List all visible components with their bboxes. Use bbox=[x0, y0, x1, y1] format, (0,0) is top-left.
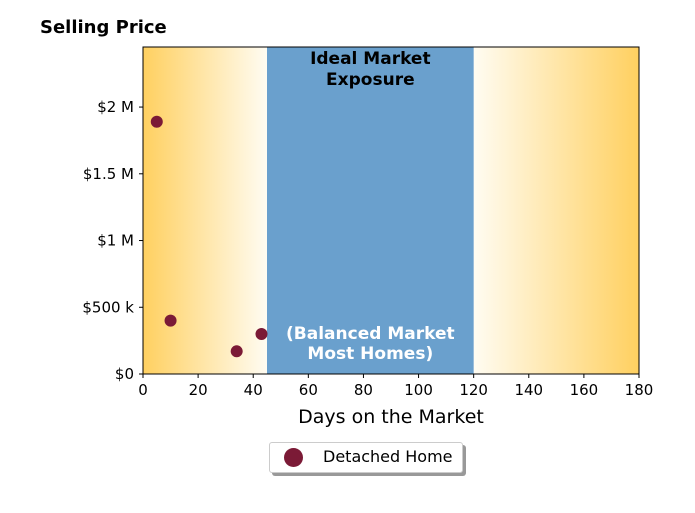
x-tick-label: 120 bbox=[459, 381, 488, 399]
x-tick-label: 100 bbox=[404, 381, 433, 399]
x-tick-label: 0 bbox=[138, 381, 148, 399]
band-title-line: Ideal Market bbox=[310, 49, 431, 69]
x-tick-label: 40 bbox=[244, 381, 263, 399]
left-gradient-region bbox=[143, 47, 267, 374]
plot-frame bbox=[142, 46, 640, 375]
legend-label-detached-home: Detached Home bbox=[323, 447, 453, 466]
x-tick-label: 180 bbox=[625, 381, 654, 399]
y-tick-label: $500 k bbox=[82, 298, 134, 316]
data-point-detached-home bbox=[150, 115, 163, 128]
data-point-detached-home bbox=[164, 314, 177, 327]
right-gradient-region bbox=[473, 47, 639, 374]
y-axis-title: Selling Price bbox=[40, 17, 167, 38]
legend-marker-detached-home bbox=[284, 448, 303, 467]
y-tick-label: $1 M bbox=[97, 232, 134, 250]
legend: Detached Home bbox=[269, 442, 463, 473]
band-subtitle-line: (Balanced Market bbox=[286, 324, 455, 344]
y-tick-label: $2 M bbox=[97, 98, 134, 116]
ideal-exposure-band bbox=[267, 47, 474, 374]
x-tick-label: 80 bbox=[354, 381, 373, 399]
data-point-detached-home bbox=[230, 345, 243, 358]
x-tick-label: 20 bbox=[189, 381, 208, 399]
band-title-line: Exposure bbox=[326, 70, 415, 90]
data-point-detached-home bbox=[255, 327, 268, 340]
x-tick-label: 140 bbox=[514, 381, 543, 399]
band-subtitle-line: Most Homes) bbox=[307, 344, 433, 364]
x-tick-label: 60 bbox=[299, 381, 318, 399]
x-axis-label: Days on the Market bbox=[298, 406, 484, 428]
y-tick-label: $1.5 M bbox=[83, 165, 134, 183]
y-tick-label: $0 bbox=[115, 365, 134, 383]
x-tick-label: 160 bbox=[570, 381, 599, 399]
